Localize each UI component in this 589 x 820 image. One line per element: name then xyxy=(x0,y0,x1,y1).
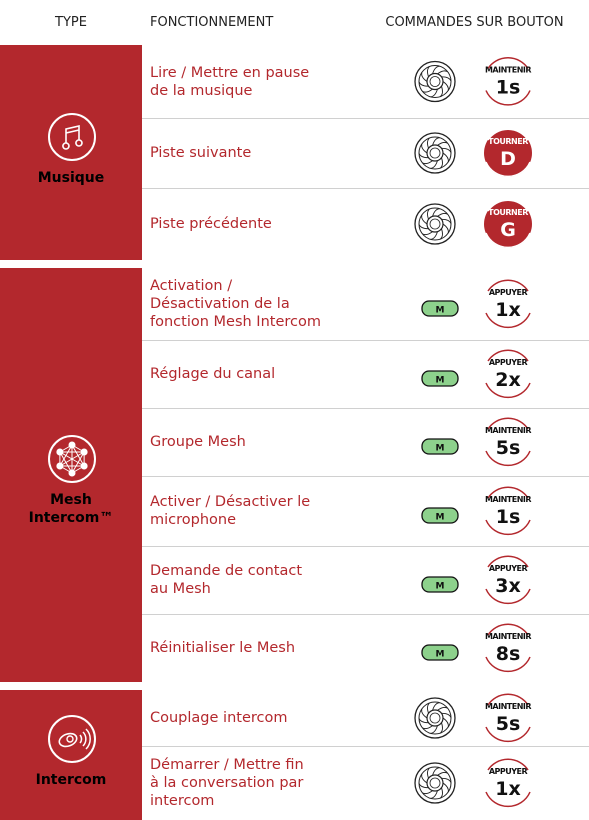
action-label: MAINTENIR xyxy=(485,66,531,75)
m-button-label: M xyxy=(436,650,445,660)
m-button xyxy=(421,300,459,317)
m-button-label: M xyxy=(436,444,445,454)
function-text: Piste précédente xyxy=(150,216,272,232)
function-text: Piste suivante xyxy=(150,145,252,161)
m-button xyxy=(421,576,459,593)
badge-ring xyxy=(485,417,531,467)
function-text: Couplage intercom xyxy=(150,710,288,726)
row-separator xyxy=(142,188,589,189)
action-value: 1x xyxy=(495,299,520,321)
row-separator xyxy=(142,476,589,477)
badge-ring xyxy=(485,349,531,399)
action-value: 1x xyxy=(495,778,520,800)
action-value: 1s xyxy=(496,506,521,528)
button-command: M MAINTENIR 1s xyxy=(421,486,532,536)
m-button-label: M xyxy=(436,513,445,523)
row-separator xyxy=(142,408,589,409)
m-button xyxy=(421,370,459,387)
row-separator xyxy=(142,118,589,119)
header-function: FONCTIONNEMENT xyxy=(150,15,274,30)
badge-ring xyxy=(485,623,531,673)
function-text: Réglage du canal xyxy=(150,366,276,382)
function-text: Demande de contact au Mesh xyxy=(150,563,303,597)
button-command: M APPUYER 1x xyxy=(421,279,531,329)
badge-ring xyxy=(485,279,531,329)
badge-ring xyxy=(485,199,531,249)
type-icon xyxy=(48,435,96,483)
m-button-label: M xyxy=(436,306,445,316)
badge-ring xyxy=(485,57,531,106)
action-value: D xyxy=(500,148,516,170)
badge-ring xyxy=(485,555,531,605)
badge-ring xyxy=(485,693,531,743)
button-command: APPUYER 1x xyxy=(414,758,531,808)
function-text: Activer / Désactiver le microphone xyxy=(150,494,311,528)
action-value: 3x xyxy=(495,575,520,597)
button-command: MAINTENIR 5s xyxy=(414,693,532,743)
action-label: MAINTENIR xyxy=(485,495,531,504)
header-commands: COMMANDES SUR BOUTON xyxy=(385,15,564,30)
type-label: Mesh Intercom™ xyxy=(28,492,114,526)
function-text: Activation / Désactivation de la fonctio… xyxy=(150,278,321,330)
button-command: TOURNER D xyxy=(414,128,532,178)
action-label: MAINTENIR xyxy=(485,426,531,435)
action-label: MAINTENIR xyxy=(485,632,531,641)
type-icon xyxy=(48,112,96,161)
action-value: 8s xyxy=(496,643,521,665)
action-value: 1s xyxy=(496,77,521,99)
badge-ring xyxy=(485,486,531,536)
action-value: 2x xyxy=(495,369,520,391)
row-separator xyxy=(142,614,589,615)
type-label: Musique xyxy=(37,169,105,186)
function-text: Groupe Mesh xyxy=(150,434,246,450)
m-button-label: M xyxy=(436,376,445,386)
badge-ring xyxy=(485,128,531,178)
function-text: Réinitialiser le Mesh xyxy=(150,640,296,656)
action-value: G xyxy=(500,219,516,241)
row-separator xyxy=(142,546,589,547)
type-cell xyxy=(0,45,142,260)
type-icon xyxy=(48,715,96,763)
badge-fill xyxy=(484,200,532,248)
m-button xyxy=(421,507,459,524)
badge-ring xyxy=(485,758,531,808)
button-command: TOURNER G xyxy=(414,199,532,249)
action-label: APPUYER xyxy=(489,288,528,297)
action-value: 5s xyxy=(496,437,521,459)
action-label: APPUYER xyxy=(489,358,528,367)
m-button-label: M xyxy=(436,582,445,592)
row-separator xyxy=(142,746,589,747)
header-type: TYPE xyxy=(55,15,87,30)
button-command: M MAINTENIR 8s xyxy=(421,623,532,673)
action-label: TOURNER xyxy=(488,208,528,217)
badge-fill xyxy=(484,129,532,177)
type-label: Intercom xyxy=(35,772,107,788)
button-command: M MAINTENIR 5s xyxy=(421,417,532,467)
m-button xyxy=(421,644,459,661)
button-command: M APPUYER 2x xyxy=(421,349,531,399)
type-cell xyxy=(0,690,142,820)
row-separator xyxy=(142,340,589,341)
m-button xyxy=(421,438,459,455)
action-label: TOURNER xyxy=(488,137,528,146)
function-text: Démarrer / Mettre fin à la conversation … xyxy=(150,757,304,809)
button-command: MAINTENIR 1s xyxy=(414,57,532,106)
action-label: MAINTENIR xyxy=(485,702,531,711)
action-value: 5s xyxy=(496,713,521,735)
action-label: APPUYER xyxy=(489,564,528,573)
button-command: M APPUYER 3x xyxy=(421,555,531,605)
action-label: APPUYER xyxy=(489,767,528,776)
function-text: Lire / Mettre en pause de la musique xyxy=(150,64,310,99)
